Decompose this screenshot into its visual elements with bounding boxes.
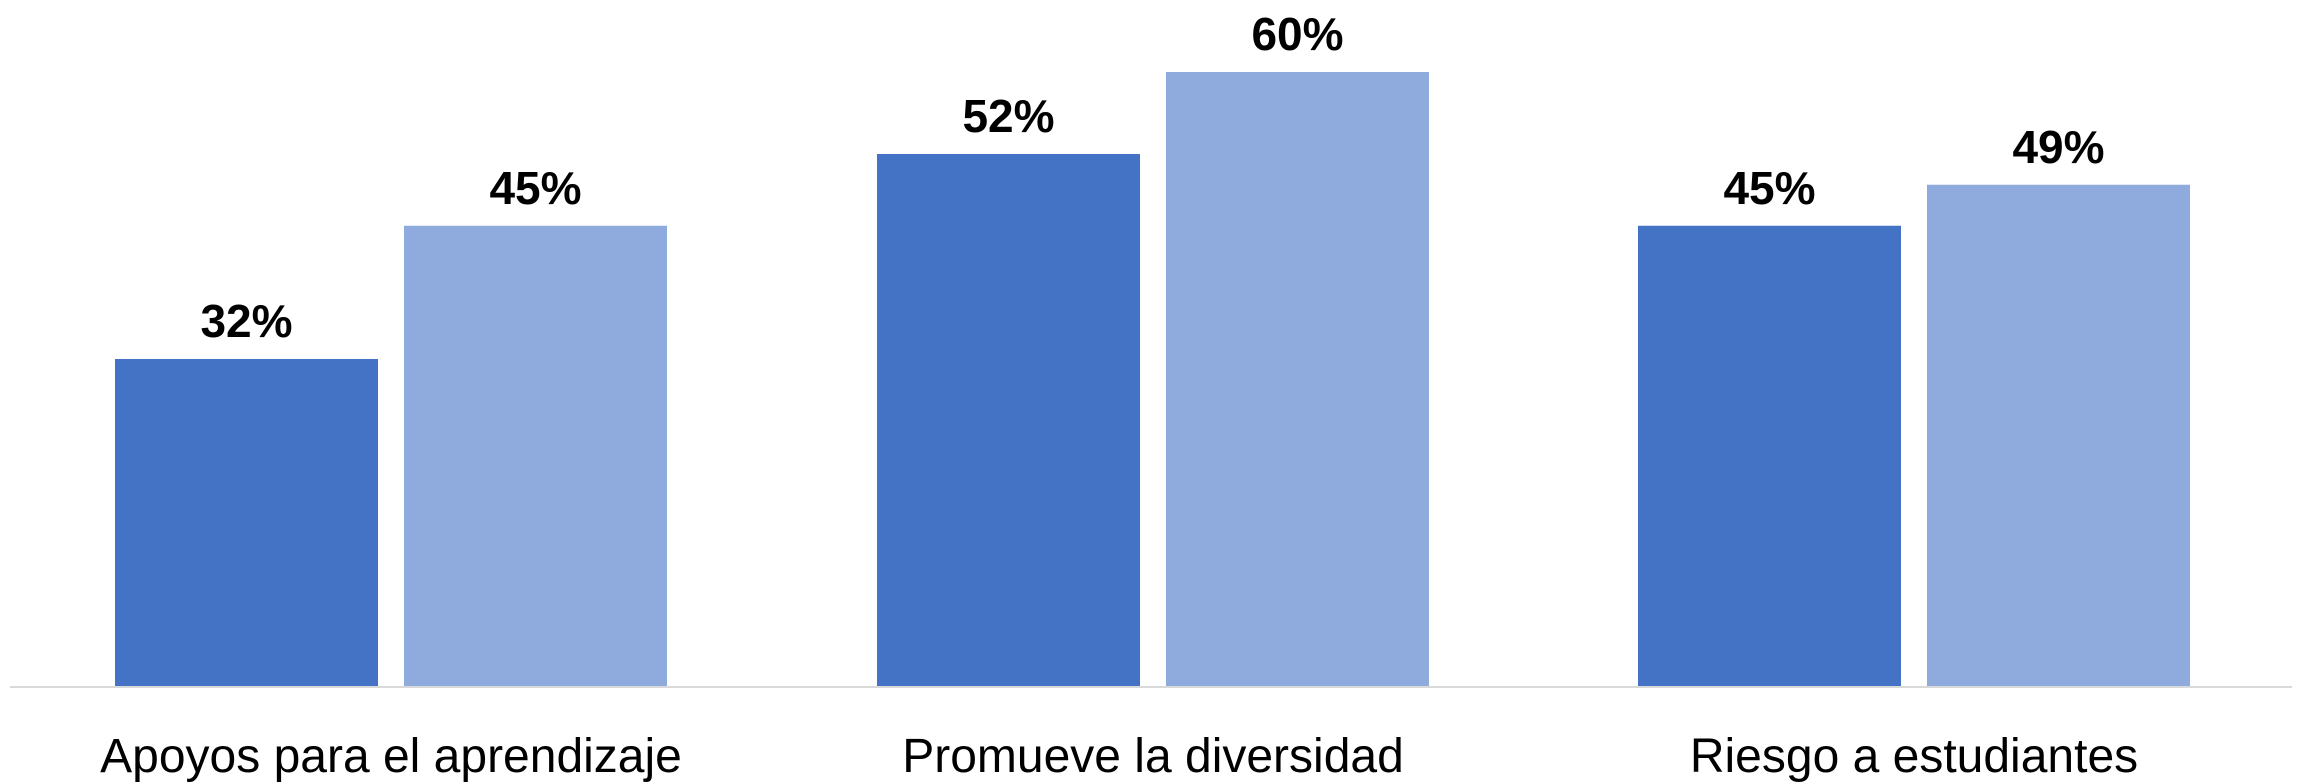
category-label-3: Riesgo a estudiantes [1690, 730, 2138, 782]
bar-series-1-category-1 [115, 359, 378, 687]
data-labels-layer: 32% 45% 52% 60% 45% 49% [200, 8, 2104, 347]
bar-series-1-category-2 [877, 154, 1140, 687]
bar-series-1-category-3 [1638, 225, 1901, 687]
bars-layer [115, 72, 2190, 687]
bar-series-2-category-1 [404, 225, 667, 687]
data-label-series-1-category-3: 45% [1723, 162, 1815, 214]
data-label-series-2-category-1: 45% [489, 162, 581, 214]
category-labels-layer: Apoyos para el aprendizaje Promueve la di… [100, 730, 2138, 782]
data-label-series-2-category-3: 49% [2012, 121, 2104, 173]
category-label-1: Apoyos para el aprendizaje [100, 730, 682, 782]
bar-series-2-category-2 [1166, 72, 1429, 687]
data-label-series-1-category-1: 32% [200, 295, 292, 347]
data-label-series-2-category-2: 60% [1251, 8, 1343, 60]
bar-series-2-category-3 [1927, 184, 2190, 687]
category-label-2: Promueve la diversidad [902, 730, 1404, 782]
data-label-series-1-category-2: 52% [962, 90, 1054, 142]
